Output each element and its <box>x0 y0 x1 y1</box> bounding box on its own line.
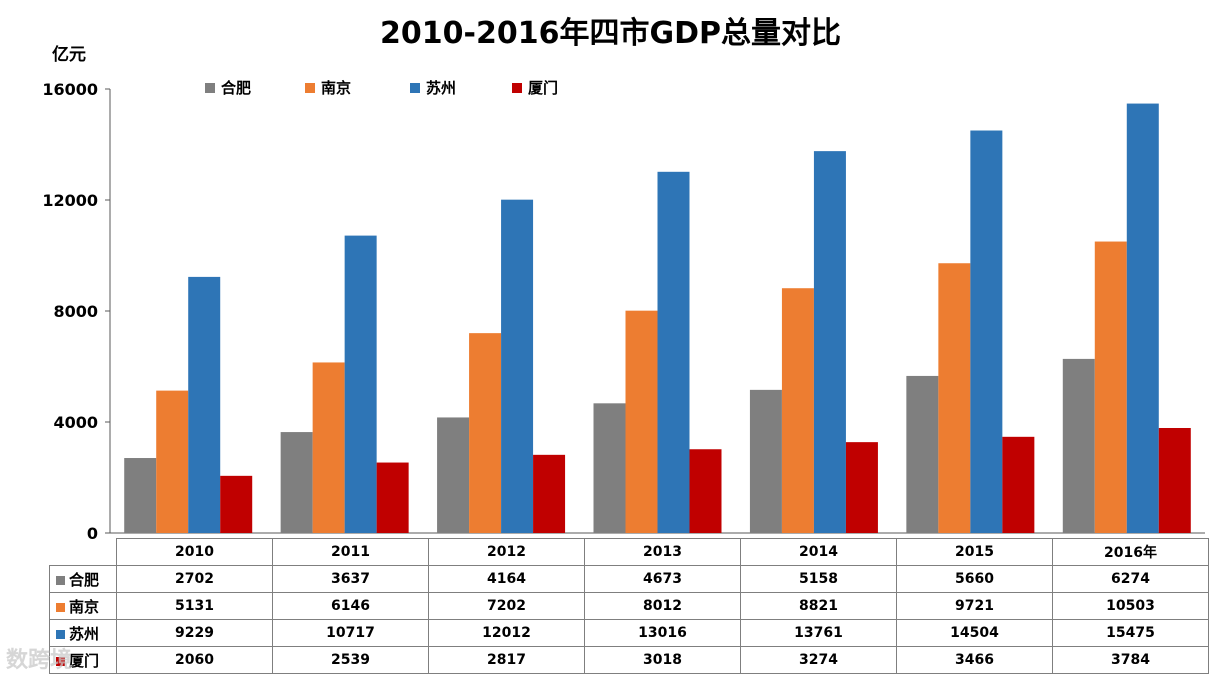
data-table-cell: 6274 <box>1052 565 1209 593</box>
data-table-cell: 13016 <box>584 619 741 647</box>
bar-苏州-2015 <box>970 130 1003 533</box>
data-table-cell: 10503 <box>1052 592 1209 620</box>
x-category-label: 2016年 <box>1052 538 1209 566</box>
data-table-cell: 4164 <box>428 565 585 593</box>
bar-合肥-2013 <box>593 403 626 533</box>
data-table-cell: 4673 <box>584 565 741 593</box>
y-axis-unit-label: 亿元 <box>52 45 86 65</box>
series-name: 合肥 <box>69 570 100 589</box>
data-table-cell: 3637 <box>272 565 429 593</box>
data-table-cell: 9721 <box>896 592 1053 620</box>
data-table-row: 合肥 2702 3637 4164 4673 5158 5660 6274 <box>49 565 1209 593</box>
legend-swatch <box>205 83 215 93</box>
x-category-label: 2015 <box>896 538 1053 566</box>
legend-swatch <box>305 83 315 93</box>
legend-label: 苏州 <box>426 79 456 97</box>
bar-厦门-2013 <box>689 449 722 533</box>
bar-南京-2016年 <box>1094 241 1127 533</box>
series-name: 苏州 <box>69 624 100 643</box>
bar-合肥-2015 <box>906 375 939 533</box>
series-color-key <box>56 602 65 612</box>
data-table-cell: 5158 <box>740 565 897 593</box>
bar-厦门-2015 <box>1002 436 1035 533</box>
bar-南京-2011 <box>312 362 345 533</box>
legend-label: 南京 <box>321 79 351 97</box>
legend-swatch <box>410 83 420 93</box>
data-table-cell: 5131 <box>116 592 273 620</box>
data-table-cell: 5660 <box>896 565 1053 593</box>
data-table-row: 苏州 9229 10717 12012 13016 13761 14504 15475 <box>49 619 1209 647</box>
data-table-cell: 2817 <box>428 646 585 674</box>
data-table-cell: 2702 <box>116 565 273 593</box>
data-table-cell: 12012 <box>428 619 585 647</box>
data-table-cell: 10717 <box>272 619 429 647</box>
legend-label: 合肥 <box>220 79 251 97</box>
data-table: 2010 2011 2012 2013 2014 2015 2016年 合肥 2702 3637… <box>49 538 1209 674</box>
legend-label: 厦门 <box>528 79 558 97</box>
data-table-cell: 7202 <box>428 592 585 620</box>
y-tick-label: 4000 <box>53 413 98 432</box>
bar-南京-2013 <box>625 310 658 533</box>
bar-厦门-2012 <box>533 454 566 533</box>
data-table-header-row: 2010 2011 2012 2013 2014 2015 2016年 <box>50 538 1209 566</box>
series-color-key <box>56 629 65 639</box>
data-table-cell: 8012 <box>584 592 741 620</box>
bar-苏州-2011 <box>344 235 377 533</box>
data-table-cell: 2539 <box>272 646 429 674</box>
bar-合肥-2014 <box>749 389 782 533</box>
series-color-key <box>56 656 65 666</box>
bar-苏州-2012 <box>501 199 534 534</box>
series-name: 南京 <box>69 597 100 616</box>
x-category-label: 2012 <box>428 538 585 566</box>
data-table-corner <box>50 539 117 566</box>
data-table-cell: 9229 <box>116 619 273 647</box>
bar-厦门-2011 <box>376 462 409 533</box>
y-tick-label: 16000 <box>42 80 98 99</box>
data-table-cell: 3784 <box>1052 646 1209 674</box>
watermark: 数跨境 <box>6 648 73 673</box>
data-table-row: 南京 5131 6146 7202 8012 8821 9721 10503 <box>49 592 1209 620</box>
data-table-cell: 3274 <box>740 646 897 674</box>
x-category-label: 2011 <box>272 538 429 566</box>
bar-南京-2015 <box>938 263 971 533</box>
bar-chart: 0 4000 8000 12000 16000 合肥 南京 苏州 厦门 <box>42 79 1205 540</box>
data-table-cell: 8821 <box>740 592 897 620</box>
bar-厦门-2014 <box>845 442 878 533</box>
data-table-series-label: 合肥 <box>49 565 117 593</box>
bar-南京-2010 <box>156 390 189 533</box>
data-table-cell: 2060 <box>116 646 273 674</box>
y-tick-label: 0 <box>87 524 98 540</box>
data-table-cell: 6146 <box>272 592 429 620</box>
data-table-cell: 13761 <box>740 619 897 647</box>
data-table-cell: 3018 <box>584 646 741 674</box>
data-table-cell: 14504 <box>896 619 1053 647</box>
bar-苏州-2014 <box>813 151 846 533</box>
series-color-key <box>56 575 65 585</box>
x-category-label: 2010 <box>116 538 273 566</box>
bar-南京-2014 <box>781 288 814 533</box>
bar-南京-2012 <box>469 333 502 533</box>
data-table-cell: 3466 <box>896 646 1053 674</box>
series-name: 厦门 <box>69 651 100 670</box>
bar-合肥-2016年 <box>1062 358 1095 533</box>
y-tick-label: 12000 <box>42 191 98 210</box>
bar-厦门-2010 <box>220 475 253 533</box>
data-table-cell: 15475 <box>1052 619 1209 647</box>
bar-苏州-2013 <box>657 171 690 533</box>
bar-合肥-2011 <box>280 432 313 533</box>
bar-苏州-2010 <box>188 276 221 533</box>
bar-合肥-2012 <box>437 417 470 533</box>
legend-swatch <box>512 83 522 93</box>
bar-苏州-2016年 <box>1126 103 1159 533</box>
bar-厦门-2016年 <box>1158 427 1191 533</box>
chart-title: 2010-2016年四市GDP总量对比 <box>380 16 841 51</box>
data-table-row: 厦门 2060 2539 2817 3018 3274 3466 3784 <box>49 646 1209 674</box>
x-category-label: 2014 <box>740 538 897 566</box>
data-table-series-label: 厦门 <box>49 646 117 674</box>
x-category-label: 2013 <box>584 538 741 566</box>
y-tick-label: 8000 <box>53 302 98 321</box>
bar-合肥-2010 <box>124 458 157 533</box>
data-table-series-label: 南京 <box>49 592 117 620</box>
